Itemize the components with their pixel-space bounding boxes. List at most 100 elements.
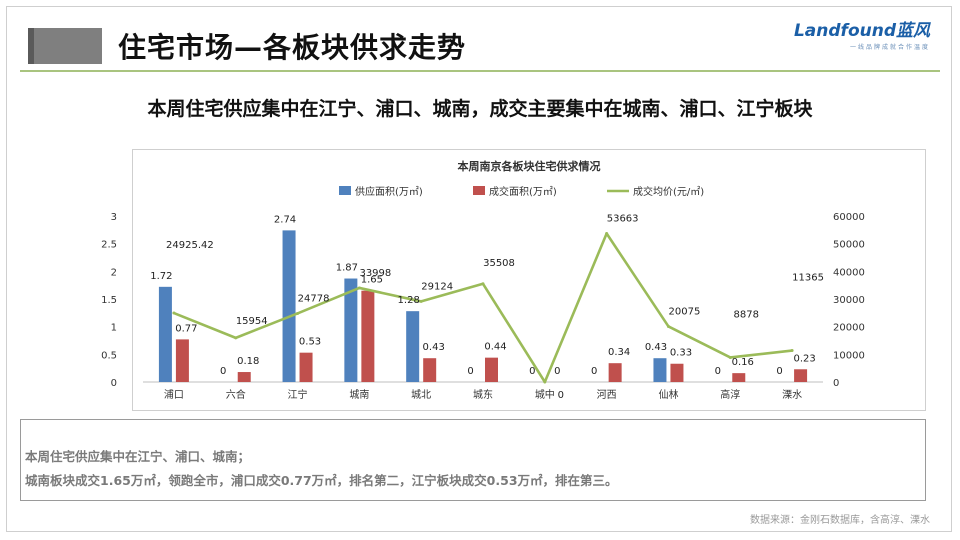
y-right-tick-label: 60000 (833, 212, 865, 223)
x-tick-label: 溧水 (782, 388, 802, 401)
supply-bar (653, 358, 667, 382)
deal-bar (237, 372, 251, 382)
supply-bar (344, 278, 358, 382)
deal-bar (175, 339, 189, 382)
price-label: 11365 (792, 273, 824, 284)
price-label: 24925.42 (166, 240, 214, 251)
data-source-note: 数据来源：金刚石数据库，含高淳、溧水 (750, 515, 930, 526)
page-subtitle: 本周住宅供应集中在江宁、浦口、城南，成交主要集中在城南、浦口、江宁板块 (147, 98, 813, 120)
y-right-tick-label: 30000 (833, 295, 865, 306)
price-point (790, 349, 794, 353)
x-tick-label: 城南 (349, 388, 369, 401)
brand-logo: Landfound蓝风 一线品牌成就合作温度 (794, 16, 930, 51)
x-tick-label: 城东 (473, 388, 493, 401)
deal-bar-label: 0.77 (175, 323, 197, 334)
chart-legend: 供应面积(万㎡) 成交面积(万㎡) 成交均价(元/㎡) (339, 185, 704, 198)
slide-frame (6, 6, 952, 532)
y-right-tick-label: 0 (833, 378, 839, 389)
x-tick-label: 城北 (411, 389, 431, 401)
deal-bar-label: 0.44 (484, 342, 506, 353)
deal-bar (732, 373, 746, 382)
title-accent-block (34, 28, 102, 64)
chart-container: 本周南京各板块住宅供求情况 供应面积(万㎡) 成交面积(万㎡) 成交均价(元/㎡) … (101, 149, 926, 411)
deal-bar-label: 0.34 (608, 347, 630, 358)
supply-bar-label: 1.28 (398, 295, 420, 306)
x-tick-label: 仙林 (658, 388, 678, 401)
price-point (234, 336, 238, 340)
deal-bar (608, 363, 622, 382)
price-label: 15954 (236, 316, 268, 327)
x-tick-label: 江宁 (288, 388, 308, 401)
deal-bar (794, 369, 808, 382)
y-left-tick-label: 3 (111, 212, 117, 223)
supply-bar-label: 2.74 (274, 214, 296, 225)
x-tick-label: 六合 (226, 388, 246, 401)
supply-bar-label: 0 (776, 366, 782, 377)
price-point (543, 380, 547, 384)
deal-bar-label: 0.18 (237, 356, 259, 367)
chart-svg: 本周南京各板块住宅供求情况 供应面积(万㎡) 成交面积(万㎡) 成交均价(元/㎡) … (101, 159, 865, 401)
deal-bar (670, 363, 684, 382)
y-left-tick-label: 2.5 (101, 240, 117, 251)
y-right-tick-label: 40000 (833, 267, 865, 278)
legend-label: 供应面积(万㎡) (355, 185, 423, 198)
title-accent-dark (28, 28, 34, 64)
price-label: 35508 (483, 258, 515, 269)
legend-swatch (473, 186, 485, 195)
logo-text: Landfound蓝风 (793, 21, 930, 41)
chart-axes: 0 0.5 1 1.5 2 2.5 3 0 10000 20000 30000 40000 50000 6… (101, 212, 865, 401)
title-divider (20, 70, 940, 72)
price-point (296, 311, 300, 315)
supply-bar-label: 0 (529, 366, 535, 377)
price-label: 53663 (607, 214, 639, 225)
supply-bar-label: 1.72 (150, 271, 172, 282)
chart-bars (158, 230, 808, 382)
summary-line-2: 城南板块成交1.65万㎡，领跑全市，浦口成交0.77万㎡，排名第二，江宁板块成交… (25, 473, 618, 488)
x-tick-label: 高淳 (720, 388, 740, 401)
supply-bar-label: 1.87 (336, 263, 358, 274)
y-left-tick-label: 0.5 (101, 350, 117, 361)
price-point (605, 232, 609, 236)
logo-tagline: 一线品牌成就合作温度 (849, 44, 930, 51)
legend-label: 成交面积(万㎡) (489, 185, 557, 198)
deal-bar-label: 0 (554, 366, 560, 377)
price-point (481, 282, 485, 286)
summary-line-1: 本周住宅供应集中在江宁、浦口、城南； (25, 449, 251, 464)
legend-swatch (339, 186, 351, 195)
y-right-tick-label: 10000 (833, 350, 865, 361)
price-label: 33998 (359, 268, 391, 279)
price-label: 24778 (298, 293, 330, 304)
x-tick-label: 河西 (597, 389, 617, 401)
x-tick-label: 浦口 (164, 388, 184, 401)
price-point (172, 311, 176, 315)
supply-bar-label: 0 (715, 366, 721, 377)
price-point (728, 355, 732, 359)
legend-label: 成交均价(元/㎡) (633, 185, 704, 198)
x-tick-label: 城中 (535, 388, 555, 401)
price-label: 29124 (421, 281, 453, 292)
chart-line (172, 232, 794, 384)
deal-bar (485, 357, 498, 382)
supply-bar (158, 286, 172, 382)
deal-bar-label: 0.53 (299, 337, 321, 348)
deal-bar (361, 290, 375, 382)
supply-bar-label: 0 (220, 366, 226, 377)
summary-box: 本周住宅供应集中在江宁、浦口、城南； 城南板块成交1.65万㎡，领跑全市，浦口成… (20, 419, 926, 501)
chart-data-labels: 1.72 0 2.74 1.87 1.28 0 0 0 0.43 0 0 0.77 0.18 0.53 1.… (150, 214, 824, 401)
y-right-tick-label: 50000 (833, 240, 865, 251)
supply-bar-label: 0 (467, 366, 473, 377)
y-left-tick-label: 0 (111, 378, 117, 389)
deal-bar-label: 0.16 (732, 357, 754, 368)
deal-bar (299, 352, 313, 382)
supply-bar-label: 0.43 (645, 342, 667, 353)
price-label: 0 (558, 390, 564, 401)
supply-bar-label: 0 (591, 366, 597, 377)
deal-bar (423, 358, 437, 382)
price-label: 20075 (669, 306, 701, 317)
y-left-tick-label: 1 (111, 323, 117, 334)
chart-title: 本周南京各板块住宅供求情况 (458, 159, 601, 173)
y-left-tick-label: 1.5 (101, 295, 117, 306)
page-title: 住宅市场—各板块供求走势 (118, 31, 467, 64)
supply-bar (282, 230, 296, 382)
deal-bar-label: 0.43 (423, 342, 445, 353)
